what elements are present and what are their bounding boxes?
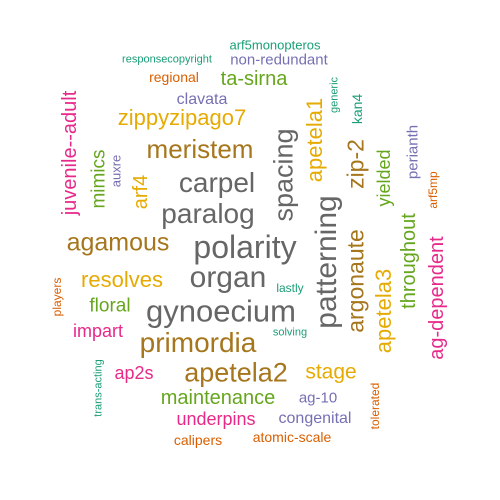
word-ag-10: ag-10 (298, 389, 338, 407)
word-zip-2: zip-2 (342, 139, 369, 189)
word-meristem: meristem (146, 134, 254, 164)
word-agamous: agamous (66, 228, 170, 257)
word-calipers: calipers (173, 432, 223, 448)
word-apetela2: apetela2 (184, 357, 288, 388)
word-mimics: mimics (88, 149, 110, 209)
word-perianth: perianth (404, 124, 422, 180)
word-players: players (50, 277, 64, 317)
word-stage: stage (305, 360, 357, 384)
word-zippyzipago7: zippyzipago7 (117, 105, 247, 130)
word-tolerated: tolerated (368, 382, 382, 430)
word-patterning: patterning (310, 195, 343, 329)
word-responsecopyright: responsecopyright (122, 53, 212, 66)
word-apetela1: apetela1 (302, 97, 327, 183)
word-clavata: clavata (176, 91, 228, 108)
word-polarity: polarity (193, 229, 297, 265)
word-regional: regional (149, 69, 199, 85)
word-underpins: underpins (176, 409, 256, 429)
word-solving: solving (272, 326, 308, 339)
word-congenital: congenital (278, 410, 352, 427)
word-gynoecium: gynoecium (146, 293, 296, 329)
word-auxre: auxre (108, 154, 124, 188)
word-ta-sirna: ta-sirna (220, 68, 288, 90)
word-atomic-scale: atomic-scale (252, 429, 332, 445)
word-ag-dependent: ag-dependent (426, 236, 448, 360)
word-apetela3: apetela3 (371, 268, 396, 354)
word-primordia: primordia (139, 327, 257, 358)
word-juvenile-adult: juvenile--adult (59, 90, 81, 216)
word-non-redundant: non-redundant (230, 51, 328, 69)
word-organ: organ (189, 261, 267, 294)
word-maintenance: maintenance (160, 387, 276, 409)
word-arf5monopteros: arf5monopteros (229, 37, 321, 53)
word-throughout: throughout (398, 213, 420, 309)
word-lastly: lastly (276, 281, 304, 295)
word-spacing: spacing (268, 128, 299, 222)
word-carpel: carpel (178, 167, 256, 198)
word-arf4: arf4 (130, 174, 152, 210)
word-resolves: resolves (81, 267, 163, 292)
word-argonaute: argonaute (342, 229, 369, 333)
word-paralog: paralog (161, 198, 255, 229)
word-ap2s: ap2s (114, 363, 154, 383)
word-floral: floral (89, 295, 131, 317)
word-impart: impart (72, 321, 124, 341)
word-kan4: kan4 (349, 93, 365, 125)
word-arf5mp: arf5mp (426, 171, 440, 209)
word-trans-acting: trans-acting (92, 359, 105, 417)
word-generic: generic (328, 76, 341, 114)
word-yielded: yielded (374, 149, 394, 207)
